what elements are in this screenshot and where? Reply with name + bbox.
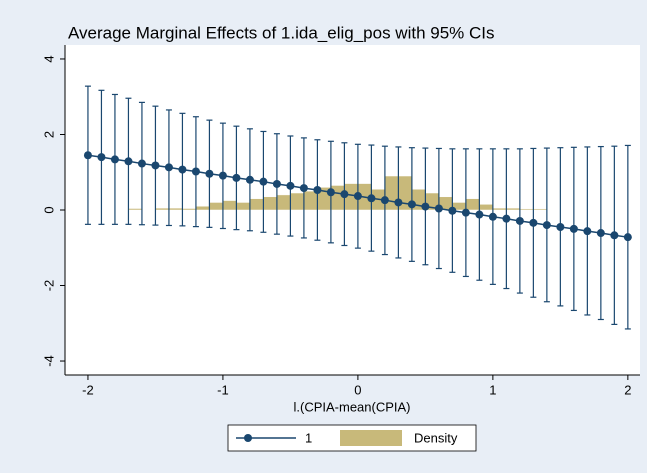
- histogram-bar: [465, 198, 480, 211]
- histogram-bar: [236, 202, 251, 211]
- y-tick-label: 0: [41, 206, 56, 213]
- point: [151, 161, 160, 170]
- point: [488, 212, 497, 221]
- point: [313, 185, 322, 194]
- point: [596, 229, 605, 238]
- point: [542, 221, 551, 230]
- chart-title: Average Marginal Effects of 1.ida_elig_p…: [68, 23, 495, 42]
- y-tick-label: -4: [41, 355, 56, 367]
- histogram-bar: [182, 208, 197, 211]
- histogram-bar: [249, 198, 264, 211]
- point: [191, 167, 200, 176]
- x-tick-label: -2: [82, 382, 94, 397]
- legend-marker: [244, 434, 252, 442]
- histogram-bar: [479, 204, 494, 211]
- point: [529, 218, 538, 227]
- point: [475, 210, 484, 219]
- point: [340, 190, 349, 199]
- point: [124, 157, 133, 166]
- point: [610, 231, 619, 240]
- histogram-bar: [533, 208, 548, 211]
- point: [583, 227, 592, 236]
- point: [421, 202, 430, 211]
- point: [83, 151, 92, 160]
- histogram-bar: [506, 207, 521, 211]
- histogram-bar: [519, 208, 534, 211]
- point: [502, 214, 511, 223]
- histogram-bar: [155, 207, 170, 211]
- y-tick-label: 2: [41, 131, 56, 138]
- point: [394, 198, 403, 207]
- point: [110, 155, 119, 164]
- histogram-bar: [276, 194, 291, 211]
- point: [461, 208, 470, 217]
- x-tick-label: -1: [217, 382, 229, 397]
- point: [353, 192, 362, 201]
- point: [218, 171, 227, 180]
- point: [286, 181, 295, 190]
- histogram-bar: [222, 200, 237, 211]
- point: [137, 159, 146, 168]
- histogram-bar: [168, 207, 183, 211]
- histogram-bar: [303, 190, 318, 211]
- point: [515, 216, 524, 225]
- y-tick-label: -2: [41, 280, 56, 292]
- point: [434, 204, 443, 213]
- x-tick-label: 0: [354, 382, 361, 397]
- legend-swatch: [340, 430, 402, 446]
- histogram-bar: [492, 207, 507, 211]
- point: [205, 169, 214, 178]
- histogram-bar: [128, 208, 143, 211]
- histogram-bar: [195, 205, 210, 211]
- legend-label: 1: [305, 430, 312, 445]
- x-axis-label: l.(CPIA-mean(CPIA): [293, 399, 410, 414]
- x-tick-label: 1: [489, 382, 496, 397]
- point: [272, 179, 281, 188]
- y-tick-label: 4: [41, 55, 56, 62]
- point: [623, 233, 632, 242]
- point: [232, 173, 241, 182]
- point: [299, 184, 308, 193]
- histogram-bar: [263, 196, 278, 211]
- point: [259, 177, 268, 186]
- x-tick-label: 2: [624, 382, 631, 397]
- point: [448, 206, 457, 215]
- point: [326, 188, 335, 197]
- point: [164, 163, 173, 172]
- point: [556, 222, 565, 231]
- point: [380, 196, 389, 205]
- point: [367, 194, 376, 203]
- point: [178, 165, 187, 174]
- point: [407, 200, 416, 209]
- point: [97, 153, 106, 162]
- legend-label: Density: [414, 430, 458, 445]
- histogram-bar: [209, 202, 224, 211]
- point: [569, 224, 578, 233]
- histogram-bar: [290, 192, 305, 211]
- point: [245, 175, 254, 184]
